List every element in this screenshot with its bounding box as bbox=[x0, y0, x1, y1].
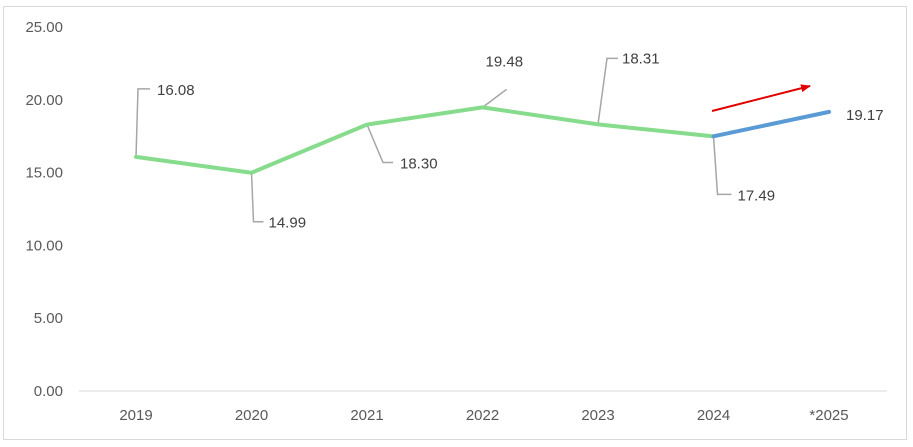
leader-line bbox=[482, 88, 507, 108]
x-tick-label: 2024 bbox=[697, 407, 730, 424]
leader-lines bbox=[135, 57, 732, 223]
data-label: 19.17 bbox=[846, 107, 884, 124]
data-label: 19.48 bbox=[486, 53, 524, 70]
x-tick-label: 2019 bbox=[119, 407, 152, 424]
y-tick-label: 25.00 bbox=[25, 19, 63, 36]
y-axis-ticks: 0.00 5.00 10.00 15.00 20.00 25.00 bbox=[25, 19, 63, 400]
data-label: 14.99 bbox=[269, 215, 307, 232]
y-tick-label: 0.00 bbox=[34, 383, 63, 400]
data-label: 17.49 bbox=[738, 187, 776, 204]
series-line-forecast bbox=[711, 109, 831, 139]
leader-line bbox=[135, 88, 150, 157]
series-lines bbox=[134, 105, 831, 175]
data-label: 18.31 bbox=[622, 50, 660, 67]
leader-line bbox=[366, 124, 393, 164]
series-line-actual bbox=[134, 105, 716, 175]
trend-arrow-icon bbox=[711, 84, 811, 112]
y-tick-label: 5.00 bbox=[34, 310, 63, 327]
y-tick-label: 10.00 bbox=[25, 237, 63, 254]
leader-line bbox=[712, 136, 732, 196]
leader-line bbox=[597, 57, 618, 125]
data-labels: 16.08 14.99 18.30 19.48 18.31 17.49 19.17 bbox=[157, 50, 884, 231]
data-label: 18.30 bbox=[400, 156, 438, 173]
data-label: 16.08 bbox=[157, 82, 195, 99]
x-tick-label: *2025 bbox=[809, 407, 848, 424]
x-tick-label: 2021 bbox=[350, 407, 383, 424]
chart-frame bbox=[3, 6, 907, 440]
y-tick-label: 20.00 bbox=[25, 92, 63, 109]
x-tick-label: 2022 bbox=[466, 407, 499, 424]
x-tick-label: 2020 bbox=[235, 407, 268, 424]
leader-line bbox=[250, 172, 264, 223]
x-axis-ticks: 2019 2020 2021 2022 2023 2024 *2025 bbox=[119, 407, 848, 424]
x-tick-label: 2023 bbox=[581, 407, 614, 424]
y-tick-label: 15.00 bbox=[25, 165, 63, 182]
